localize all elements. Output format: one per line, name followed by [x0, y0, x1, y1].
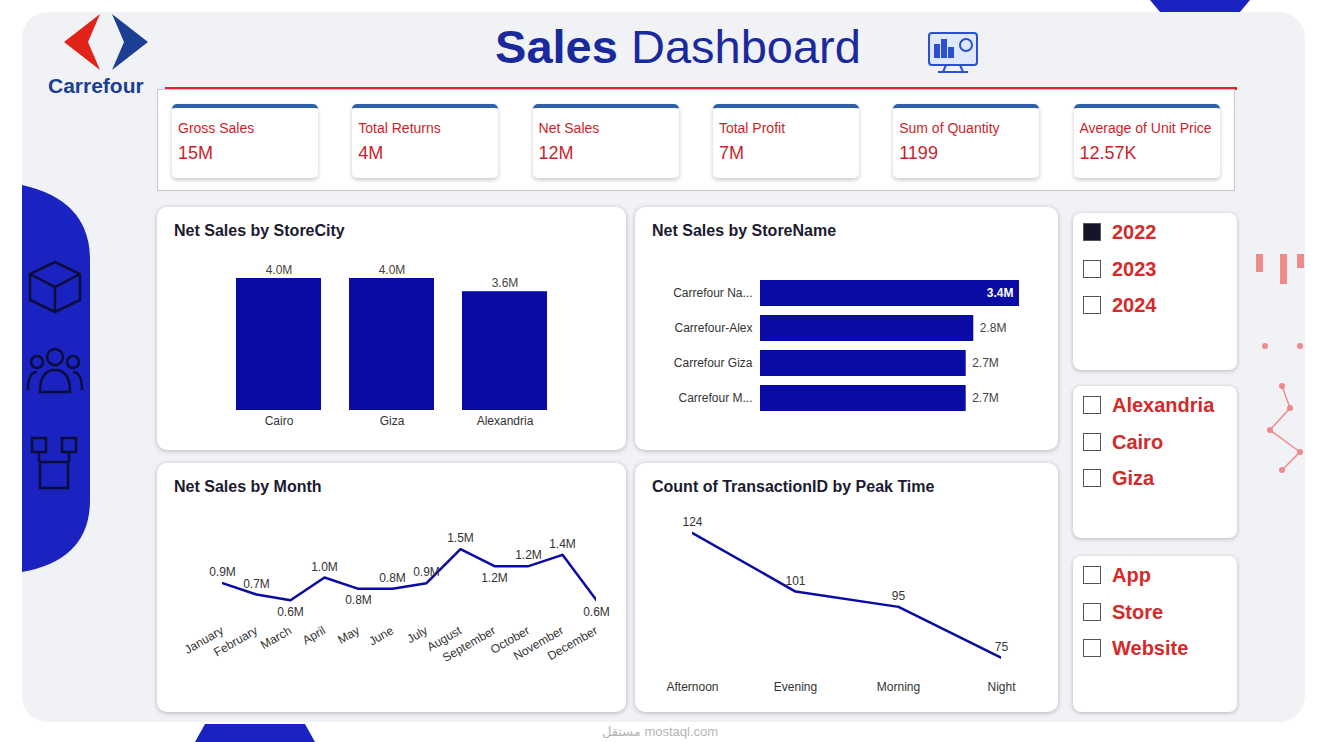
- html-text:1199: 1199: [899, 143, 938, 163]
- html-text:Count of TransactionID by Peak: Count of TransactionID by Peak Time: [652, 478, 935, 495]
- html-text:2022: 2022: [1112, 221, 1157, 243]
- svg-text:2.8M: 2.8M: [980, 321, 1007, 335]
- svg-text:Giza: Giza: [380, 414, 405, 428]
- svg-text:March: March: [258, 623, 294, 652]
- html-text:Website: Website: [1112, 637, 1189, 659]
- svg-text:December: December: [545, 623, 600, 663]
- html-text:مستقل mostaql.com: مستقل mostaql.com: [601, 724, 719, 739]
- html-text:15M: 15M: [178, 143, 213, 163]
- html-text:Net Sales: Net Sales: [538, 120, 600, 136]
- svg-text:0.9M: 0.9M: [413, 565, 440, 579]
- svg-text:Afternoon: Afternoon: [666, 680, 718, 694]
- svg-text:0.9M: 0.9M: [209, 565, 236, 579]
- html-text:Total Returns: Total Returns: [358, 120, 441, 136]
- svg-text:3.6M: 3.6M: [492, 276, 519, 290]
- html-text:Sales Dashboard: Sales Dashboard: [495, 20, 861, 73]
- svg-text:2.7M: 2.7M: [972, 391, 999, 405]
- html-text:4M: 4M: [358, 143, 384, 163]
- html-text:Store: Store: [1112, 601, 1164, 623]
- html-text:7M: 7M: [718, 143, 744, 163]
- svg-text:Evening: Evening: [774, 680, 817, 694]
- svg-text:Night: Night: [987, 680, 1016, 694]
- svg-text:June: June: [366, 623, 396, 648]
- svg-text:1.2M: 1.2M: [481, 571, 508, 585]
- svg-text:Carrefour M...: Carrefour M...: [678, 391, 752, 405]
- svg-text:95: 95: [892, 589, 906, 603]
- html-text:Net Sales by StoreName: Net Sales by StoreName: [652, 222, 837, 239]
- svg-text:75: 75: [995, 640, 1009, 654]
- svg-text:1.5M: 1.5M: [447, 531, 474, 545]
- svg-text:3.4M: 3.4M: [987, 286, 1014, 300]
- svg-text:0.6M: 0.6M: [583, 605, 610, 619]
- html-text:Average of Unit Price: Average of Unit Price: [1079, 120, 1212, 136]
- html-text:Cairo: Cairo: [1112, 431, 1164, 453]
- html-text:Net Sales by StoreCity: Net Sales by StoreCity: [174, 222, 345, 239]
- svg-text:1.4M: 1.4M: [549, 537, 576, 551]
- svg-text:0.6M: 0.6M: [277, 605, 304, 619]
- svg-text:101: 101: [785, 574, 805, 588]
- svg-text:2.7M: 2.7M: [972, 356, 999, 370]
- svg-text:0.8M: 0.8M: [379, 571, 406, 585]
- svg-text:Carrefour-Alex: Carrefour-Alex: [674, 321, 752, 335]
- svg-text:Morning: Morning: [877, 680, 920, 694]
- svg-text:September: September: [440, 623, 498, 665]
- html-text:Total Profit: Total Profit: [718, 120, 785, 136]
- html-text:Carrefour: Carrefour: [48, 74, 144, 97]
- svg-text:124: 124: [682, 515, 702, 529]
- svg-text:4.0M: 4.0M: [266, 263, 293, 277]
- html-text:2023: 2023: [1112, 258, 1157, 280]
- html-text:Gross Sales: Gross Sales: [178, 120, 255, 136]
- svg-text:February: February: [211, 623, 260, 659]
- html-text:Giza: Giza: [1112, 467, 1155, 489]
- svg-text:November: November: [511, 623, 566, 664]
- svg-text:April: April: [300, 623, 328, 647]
- html-text:Sum of Quantity: Sum of Quantity: [899, 120, 1000, 136]
- html-text:Alexandria: Alexandria: [1112, 394, 1215, 416]
- svg-text:Carrefour Na...: Carrefour Na...: [673, 286, 752, 300]
- svg-text:1.2M: 1.2M: [515, 548, 542, 562]
- svg-text:August: August: [424, 623, 464, 655]
- svg-text:1.0M: 1.0M: [311, 560, 338, 574]
- svg-text:4.0M: 4.0M: [379, 263, 406, 277]
- svg-text:January: January: [181, 623, 226, 657]
- svg-text:Cairo: Cairo: [265, 414, 294, 428]
- svg-text:May: May: [335, 623, 362, 646]
- html-text:2024: 2024: [1112, 294, 1157, 316]
- svg-text:Alexandria: Alexandria: [477, 414, 534, 428]
- svg-text:0.8M: 0.8M: [345, 593, 372, 607]
- svg-text:0.7M: 0.7M: [243, 577, 270, 591]
- svg-text:Carrefour Giza: Carrefour Giza: [674, 356, 753, 370]
- svg-text:July: July: [404, 623, 430, 647]
- html-text:12M: 12M: [538, 143, 574, 163]
- html-text:Net Sales by Month: Net Sales by Month: [174, 478, 322, 495]
- svg-text:October: October: [488, 623, 532, 657]
- html-text:App: App: [1112, 564, 1151, 586]
- html-text:12.57K: 12.57K: [1079, 143, 1137, 163]
